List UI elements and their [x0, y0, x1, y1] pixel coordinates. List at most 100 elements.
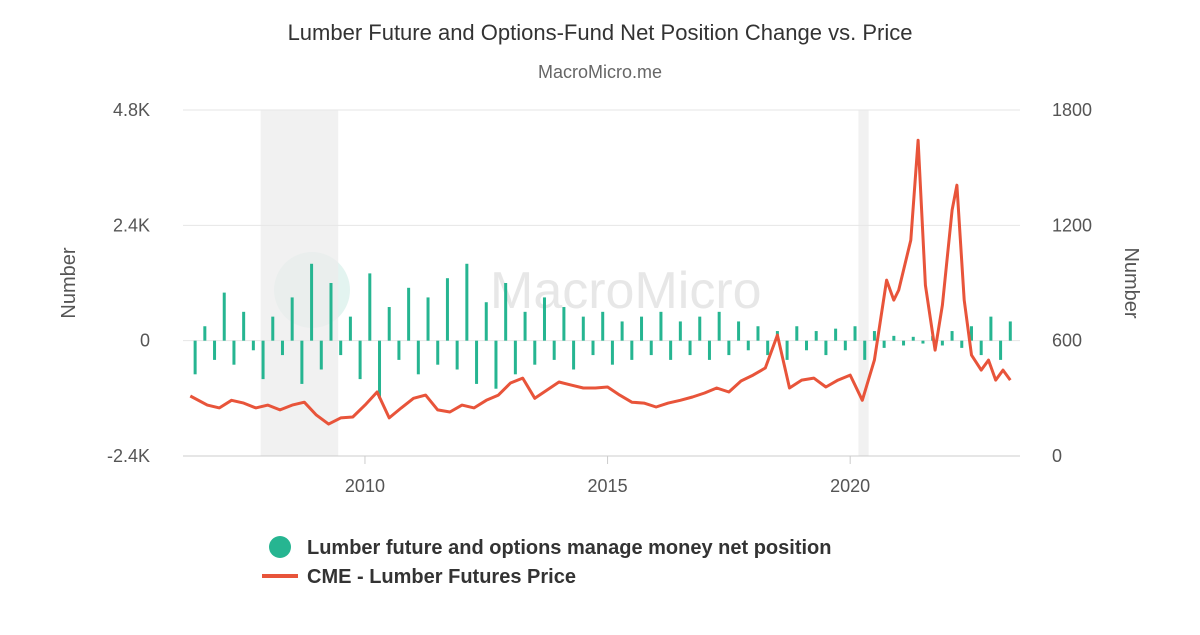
- bar: [678, 321, 682, 341]
- bar: [824, 340, 828, 356]
- bar: [368, 273, 372, 341]
- bar: [203, 326, 207, 341]
- bar: [280, 340, 284, 356]
- y2-tick-label: 1800: [1052, 100, 1092, 120]
- bar: [882, 340, 886, 348]
- bar: [746, 340, 750, 351]
- bar: [251, 340, 255, 351]
- bar: [727, 340, 731, 356]
- bar: [232, 340, 236, 365]
- bar: [892, 335, 896, 341]
- bar: [513, 340, 517, 375]
- bar: [795, 326, 799, 341]
- bar: [465, 263, 469, 341]
- bar: [999, 340, 1003, 360]
- bar: [834, 328, 838, 341]
- bar: [940, 340, 944, 346]
- bar: [649, 340, 653, 356]
- bar: [455, 340, 459, 370]
- bar: [911, 336, 915, 341]
- chart-subtitle: MacroMicro.me: [538, 62, 662, 82]
- y-tick-label: 2.4K: [113, 215, 150, 235]
- bar: [542, 297, 546, 341]
- bar: [620, 321, 624, 341]
- bar: [814, 331, 818, 341]
- bar: [445, 278, 449, 341]
- bar: [475, 340, 479, 384]
- bar: [339, 340, 343, 356]
- bar: [494, 340, 498, 389]
- bar: [591, 340, 595, 356]
- bar: [766, 340, 770, 356]
- bar: [523, 311, 527, 341]
- bar: [378, 340, 382, 399]
- bar: [659, 311, 663, 341]
- bar: [329, 283, 333, 341]
- bar: [950, 331, 954, 341]
- bar: [989, 316, 993, 341]
- y-tick-label: 4.8K: [113, 100, 150, 120]
- bar: [863, 340, 867, 360]
- bar: [261, 340, 265, 380]
- bar: [358, 340, 362, 380]
- bar: [319, 340, 323, 370]
- bar: [756, 326, 760, 341]
- legend-label: Lumber future and options manage money n…: [307, 537, 831, 559]
- bar: [707, 340, 711, 360]
- bar: [397, 340, 401, 360]
- bar: [416, 340, 420, 375]
- bar: [640, 316, 644, 341]
- bar: [960, 340, 964, 348]
- x-tick-label: 2020: [830, 476, 870, 496]
- bar: [300, 340, 304, 384]
- y2-tick-label: 600: [1052, 331, 1082, 351]
- bar: [630, 340, 634, 360]
- bar: [213, 340, 217, 360]
- bar: [979, 340, 983, 356]
- x-tick-label: 2015: [588, 476, 628, 496]
- bar: [669, 340, 673, 360]
- chart-title: Lumber Future and Options-Fund Net Posit…: [288, 20, 913, 45]
- bar: [290, 297, 294, 341]
- bar: [436, 340, 440, 365]
- bar: [805, 340, 809, 351]
- y2-tick-label: 1200: [1052, 215, 1092, 235]
- bar: [271, 316, 275, 341]
- bar: [1008, 321, 1012, 341]
- legend-marker: [269, 536, 291, 558]
- bar: [504, 283, 508, 341]
- bar: [484, 302, 488, 341]
- recession-band: [858, 110, 869, 456]
- y-axis-title: Number: [58, 247, 80, 318]
- y-tick-label: -2.4K: [107, 446, 150, 466]
- recession-band: [260, 110, 339, 456]
- bar: [407, 287, 411, 341]
- bar: [601, 311, 605, 341]
- bar: [717, 311, 721, 341]
- bar: [737, 321, 741, 341]
- bar: [242, 311, 246, 341]
- legend-label: CME - Lumber Futures Price: [307, 566, 576, 588]
- bar: [902, 340, 906, 346]
- bar: [562, 307, 566, 341]
- bar: [387, 307, 391, 341]
- y2-axis-title: Number: [1120, 247, 1142, 318]
- bar: [581, 316, 585, 341]
- bar: [853, 326, 857, 341]
- y2-tick-label: 0: [1052, 446, 1062, 466]
- watermark: MacroMicro: [490, 262, 762, 320]
- bar: [193, 340, 197, 375]
- bar: [688, 340, 692, 356]
- price-line: [189, 138, 1012, 426]
- bar: [310, 263, 314, 341]
- bar: [348, 316, 352, 341]
- bar: [698, 316, 702, 341]
- bar: [969, 326, 973, 341]
- bar: [785, 340, 789, 360]
- bar: [572, 340, 576, 370]
- bar: [222, 292, 226, 341]
- bar: [610, 340, 614, 365]
- bar: [552, 340, 556, 360]
- bar: [533, 340, 537, 365]
